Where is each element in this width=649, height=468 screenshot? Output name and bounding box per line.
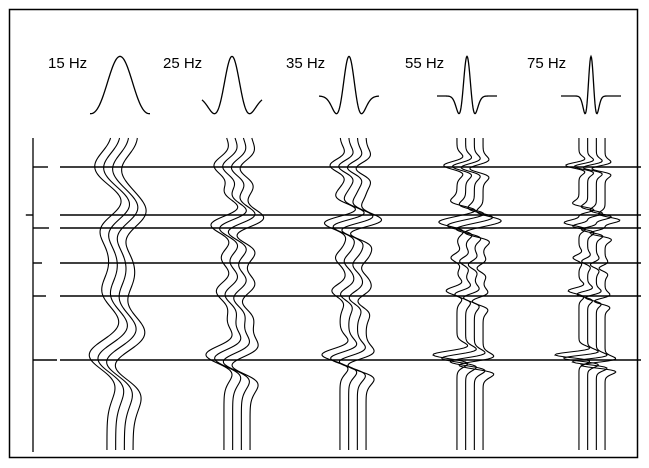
wavelet-panels: 15 Hz 25 Hz 35 Hz 55 Hz 75 Hz xyxy=(48,54,621,115)
wavelet-curve xyxy=(318,55,380,115)
frequency-label: 15 Hz xyxy=(48,55,87,72)
seismic-trace xyxy=(571,138,613,450)
seismic-trace xyxy=(562,138,604,450)
seismic-trace xyxy=(449,138,493,450)
frequency-label: 25 Hz xyxy=(163,55,202,72)
seismic-trace xyxy=(330,137,365,450)
frequency-label: 75 Hz xyxy=(527,55,566,72)
seismic-trace xyxy=(440,138,485,450)
seismic-trace xyxy=(458,138,502,450)
seismic-trace xyxy=(106,137,139,450)
frequency-label: 35 Hz xyxy=(286,55,325,72)
seismic-trace xyxy=(114,137,147,450)
seismic-trace xyxy=(205,137,239,450)
trace-panels xyxy=(88,137,621,451)
seismic-trace xyxy=(580,138,621,450)
seismic-trace xyxy=(347,137,383,450)
seismic-trace xyxy=(88,137,122,450)
wavelet-curve xyxy=(561,54,621,115)
seismic-trace xyxy=(321,137,356,450)
seismic-trace xyxy=(432,138,476,450)
wavelet-curve xyxy=(89,55,151,115)
seismic-trace xyxy=(222,137,256,450)
seismic-trace xyxy=(214,137,247,450)
reflectivity-log xyxy=(25,138,57,452)
frequency-label: 55 Hz xyxy=(405,55,444,72)
seismic-trace xyxy=(231,137,265,450)
wavelet-curve xyxy=(437,55,497,115)
seismic-trace xyxy=(97,137,131,451)
figure-border xyxy=(8,8,639,459)
seismic-trace xyxy=(338,137,374,450)
wavelet-curve xyxy=(201,55,263,115)
reflector-lines xyxy=(60,166,641,361)
